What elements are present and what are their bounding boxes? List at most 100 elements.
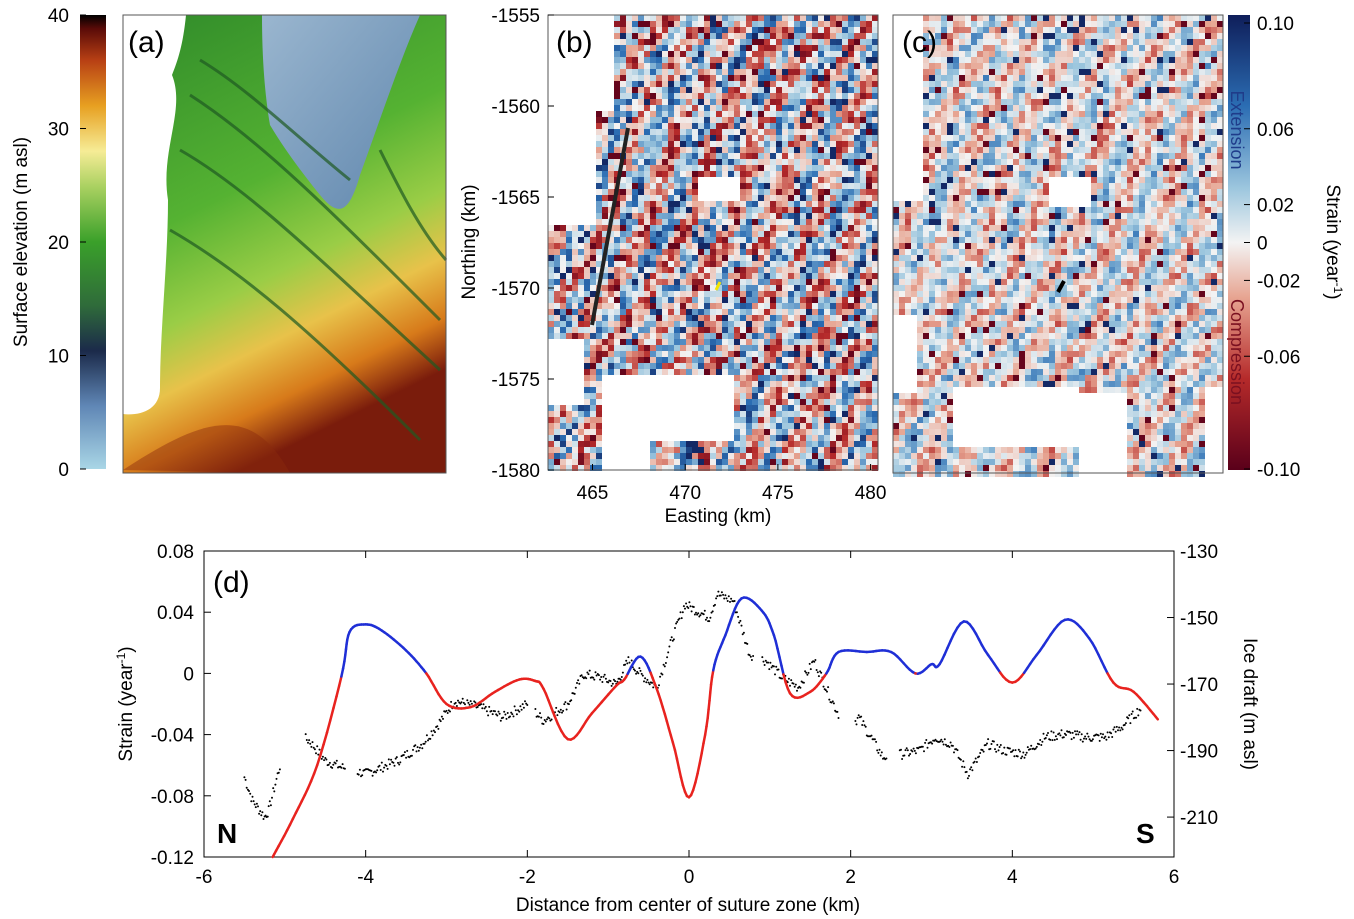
- ice-draft-point: [565, 708, 568, 711]
- ice-draft-point: [427, 739, 429, 742]
- ice-draft-point: [397, 761, 399, 764]
- ice-draft-point: [491, 713, 494, 716]
- ice-draft-point: [1016, 755, 1019, 758]
- strain-colorbar-title: Strain (year-1): [1322, 184, 1345, 299]
- ice-draft-point: [483, 707, 486, 710]
- strain-segment-compression: [322, 731, 329, 746]
- ice-draft-point: [420, 743, 423, 746]
- ice-draft-point: [361, 774, 364, 777]
- ice-draft-point: [873, 738, 876, 741]
- b-xtick-label: 470: [669, 483, 701, 504]
- strain-segment-extension: [946, 639, 952, 650]
- b-xtick-label: 480: [855, 483, 887, 504]
- ice-draft-point: [973, 760, 976, 763]
- panel-d-frame: [203, 550, 1175, 858]
- ice-draft-point: [908, 754, 910, 757]
- ice-draft-point: [497, 710, 500, 713]
- ice-draft-point: [556, 714, 559, 717]
- ice-draft-point: [808, 662, 811, 665]
- strain-segment-compression: [703, 725, 708, 736]
- ice-draft-point: [714, 603, 716, 606]
- ice-draft-point: [520, 708, 523, 711]
- ice-draft-point: [876, 749, 879, 752]
- ice-draft-point: [261, 811, 264, 814]
- ice-draft-point: [1059, 734, 1062, 737]
- ice-draft-point: [963, 766, 966, 769]
- ice-draft-point: [1087, 735, 1090, 738]
- ice-draft-point: [431, 734, 434, 737]
- ice-draft-point: [688, 601, 691, 604]
- ice-draft-point: [693, 613, 696, 616]
- ice-draft-point: [664, 662, 667, 664]
- ice-draft-point: [1103, 737, 1106, 740]
- ice-draft-point: [965, 770, 968, 773]
- ice-draft-point: [923, 750, 925, 753]
- ice-draft-point: [439, 720, 442, 723]
- ice-draft-point: [939, 740, 942, 743]
- ice-draft-point: [646, 678, 649, 681]
- ice-draft-point: [716, 595, 719, 598]
- ice-draft-point: [595, 674, 598, 677]
- ice-draft-point: [670, 636, 673, 639]
- ice-draft-point: [1091, 738, 1094, 741]
- d-ytick-right-label: -130: [1180, 542, 1218, 563]
- ice-draft-point: [643, 680, 645, 683]
- ice-draft-point: [332, 763, 335, 766]
- ice-draft-point: [929, 741, 932, 744]
- strain-compression-label: Compression: [1227, 299, 1247, 405]
- ice-draft-point: [904, 749, 907, 752]
- ice-draft-point: [764, 659, 767, 662]
- d-ytick-right-label: -210: [1180, 808, 1218, 829]
- ice-draft-point: [1034, 747, 1037, 750]
- ice-draft-point: [325, 758, 328, 761]
- ice-draft-point: [878, 748, 881, 751]
- ice-draft-point: [264, 814, 267, 817]
- d-xtick-label: 2: [845, 867, 856, 888]
- panel-d-ylabel-right: Ice draft (m asl): [1239, 638, 1260, 770]
- ice-draft-point: [1076, 730, 1079, 733]
- ice-draft-point: [327, 763, 330, 766]
- ice-draft-point: [934, 738, 937, 741]
- ice-draft-point: [994, 748, 996, 751]
- ice-draft-point: [510, 711, 513, 714]
- ice-draft-point: [1074, 730, 1076, 733]
- panel-b: (b) 465 470 475 480 -1555-1560-1565-1570-15…: [459, 6, 886, 527]
- strain-segment-compression: [675, 757, 681, 770]
- ice-draft-point: [854, 720, 857, 722]
- ice-draft-point: [663, 665, 666, 668]
- ice-draft-point: [1070, 738, 1073, 741]
- ice-draft-point: [1086, 732, 1089, 735]
- ice-draft-point: [914, 752, 917, 755]
- ice-draft-point: [1077, 733, 1080, 736]
- ice-draft-point: [628, 661, 631, 664]
- ice-draft-point: [1013, 755, 1016, 758]
- strain-tick-label: 0: [1257, 234, 1268, 255]
- ice-draft-points: [243, 590, 1142, 820]
- ice-draft-point: [727, 595, 730, 598]
- ice-draft-point: [357, 773, 360, 776]
- ice-draft-point: [393, 764, 396, 767]
- elevation-map: [122, 14, 448, 474]
- ice-draft-point: [906, 749, 909, 752]
- ice-draft-point: [682, 605, 685, 608]
- ice-draft-point: [762, 660, 765, 663]
- ice-draft-point: [385, 764, 388, 767]
- ice-draft-point: [432, 729, 435, 732]
- d-xtick-label: -2: [519, 867, 536, 888]
- ice-draft-point: [1104, 735, 1107, 738]
- ice-draft-point: [774, 673, 776, 676]
- d-xtick-label: 0: [684, 867, 695, 888]
- ice-draft-point: [620, 676, 623, 678]
- panel-d-label: (d): [213, 566, 250, 599]
- ice-draft-point: [607, 681, 610, 684]
- ice-draft-point: [1023, 756, 1026, 759]
- ice-draft-point: [438, 718, 441, 721]
- ice-draft-point: [612, 678, 615, 681]
- d-xtick-label: -4: [357, 867, 374, 888]
- ice-draft-point: [668, 645, 671, 648]
- ice-draft-point: [331, 766, 334, 769]
- ice-draft-point: [604, 677, 607, 680]
- panel-b-xlabel: Easting (km): [665, 506, 772, 527]
- ice-draft-point: [574, 686, 577, 689]
